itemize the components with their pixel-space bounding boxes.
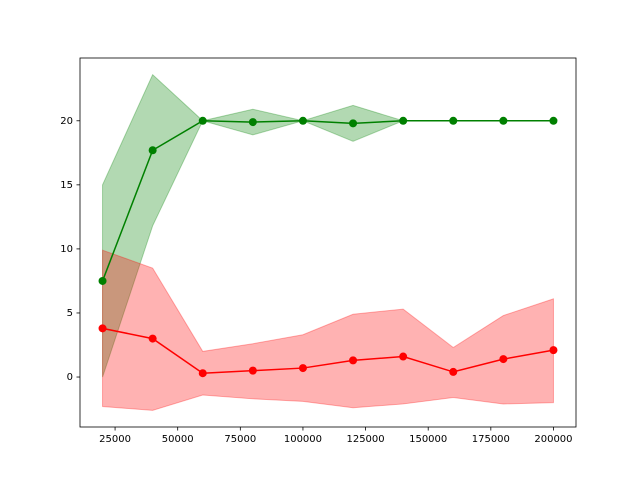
marker [399,116,408,125]
y-tick-label: 20 [60,116,73,127]
marker [198,116,207,125]
marker [148,146,157,155]
marker [499,116,508,125]
marker [248,366,257,375]
x-tick-label: 150000 [409,434,447,445]
marker [98,324,107,333]
marker [399,352,408,361]
y-tick-label: 10 [60,244,73,255]
x-tick-label: 25000 [99,434,131,445]
x-tick-label: 125000 [346,434,384,445]
marker [349,119,358,128]
marker [549,346,558,355]
x-tick-label: 175000 [472,434,510,445]
marker [449,116,458,125]
y-tick-label: 15 [60,180,73,191]
marker [298,364,307,373]
x-tick-label: 50000 [162,434,194,445]
line [101,120,554,282]
x-tick-label: 200000 [534,434,572,445]
plot-frame [79,57,577,428]
marker [449,367,458,376]
marker [248,118,257,127]
x-tick-label: 100000 [284,434,322,445]
x-tick-label: 75000 [224,434,256,445]
marker [98,276,107,285]
line [102,327,554,374]
marker [549,116,558,125]
y-tick-label: 5 [67,308,73,319]
marker [499,355,508,364]
marker [198,369,207,378]
marker [349,356,358,365]
error-band [102,249,554,411]
marker [298,116,307,125]
y-tick-label: 0 [67,372,73,383]
marker [148,334,157,343]
